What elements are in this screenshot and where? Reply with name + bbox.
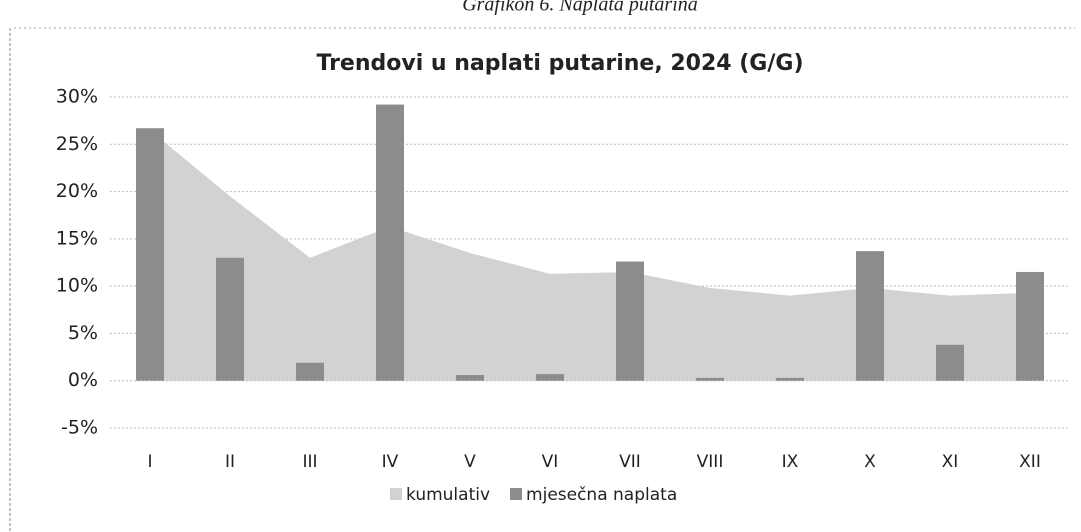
bar	[1016, 271, 1044, 381]
bar	[136, 128, 164, 381]
y-tick-label: 5%	[68, 322, 98, 344]
bar	[616, 261, 644, 381]
x-tick-label: IX	[782, 452, 799, 472]
y-tick-label: 10%	[56, 275, 98, 297]
bar	[776, 377, 804, 381]
legend-label: mjesečna naplata	[526, 485, 677, 505]
y-tick-label: 30%	[56, 86, 98, 108]
caption: Grafikon 6. Naplata putarina	[462, 0, 698, 16]
x-tick-label: VIII	[697, 452, 724, 472]
bar	[936, 344, 964, 381]
bar	[456, 375, 484, 381]
x-tick-label: XI	[942, 452, 959, 472]
y-tick-label: 15%	[56, 227, 98, 249]
bar	[696, 377, 724, 381]
chart-title: Trendovi u naplati putarine, 2024 (G/G)	[316, 51, 803, 76]
y-tick-label: 20%	[56, 180, 98, 202]
legend-label: kumulativ	[406, 485, 490, 505]
x-tick-label: XII	[1019, 452, 1041, 472]
y-tick-label: -5%	[61, 417, 98, 439]
x-tick-label: X	[864, 452, 876, 472]
area	[150, 130, 1030, 381]
x-tick-label: IV	[382, 452, 399, 472]
x-tick-label: VII	[619, 452, 641, 472]
x-tick-label: II	[225, 452, 235, 472]
bar	[376, 104, 404, 381]
bar	[536, 374, 564, 381]
legend-swatch	[390, 488, 402, 500]
legend-swatch	[510, 488, 523, 500]
bar	[856, 251, 884, 381]
x-tick-label: III	[302, 452, 317, 472]
y-tick-label: 25%	[56, 133, 98, 155]
x-tick-label: I	[147, 452, 152, 472]
bar	[296, 362, 324, 381]
y-tick-label: 0%	[68, 369, 98, 391]
x-tick-label: VI	[542, 452, 559, 472]
x-tick-label: V	[464, 452, 476, 472]
bar	[216, 257, 244, 381]
